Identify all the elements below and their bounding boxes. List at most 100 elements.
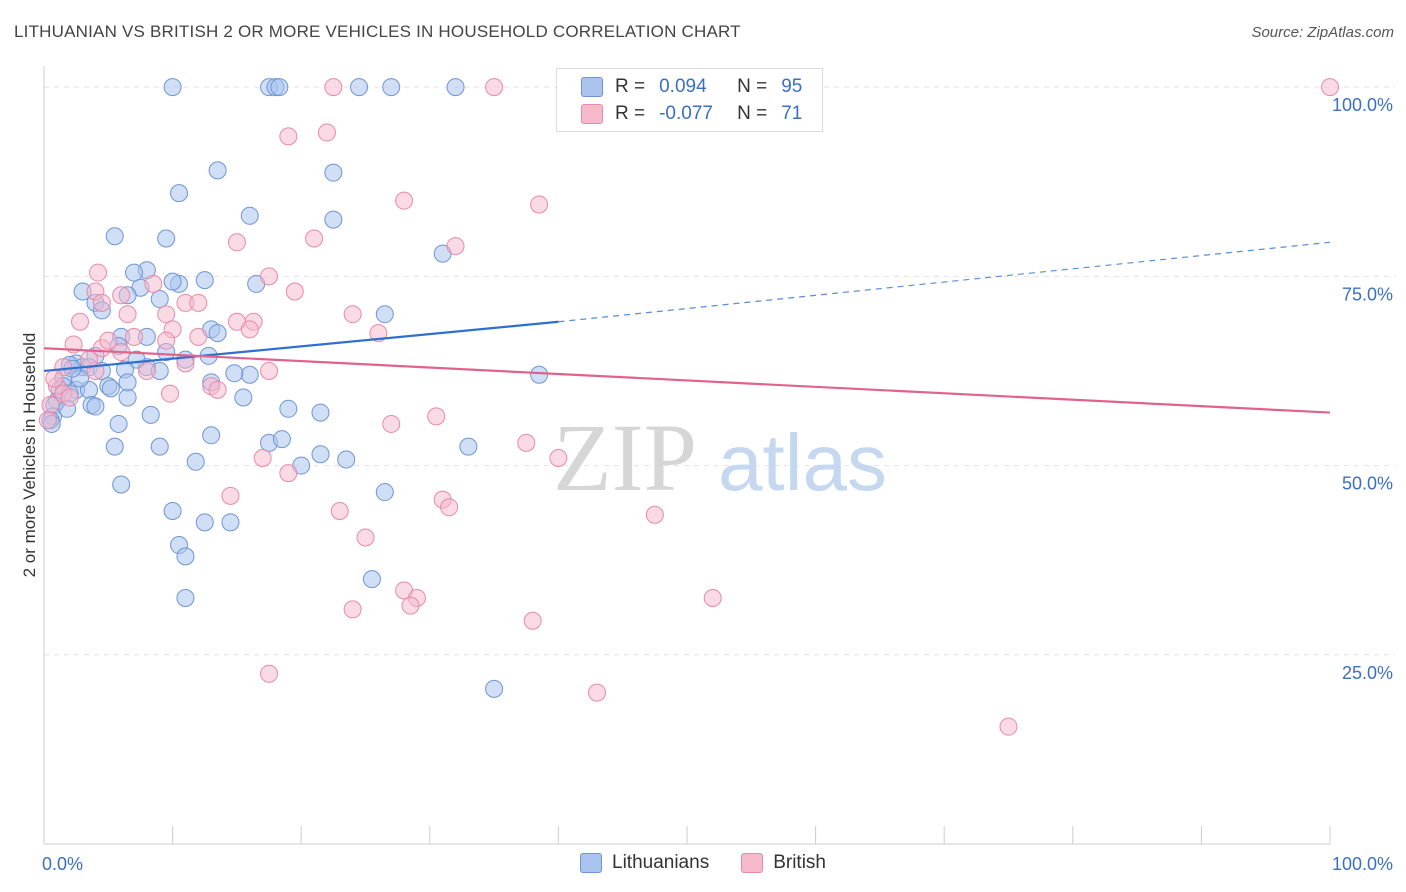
- british-point: [260, 361, 279, 380]
- british-point: [253, 449, 272, 467]
- lithuanian-point: [225, 364, 244, 383]
- lithuanian-point: [240, 365, 259, 384]
- watermark-atlas: atlas: [718, 418, 887, 507]
- stats-legend: R = 0.094 N = 95 R = -0.077 N = 71: [556, 68, 823, 132]
- y-tick-label: 75.0%: [1342, 284, 1393, 304]
- lithuanian-point: [324, 163, 343, 182]
- british-point: [221, 486, 240, 505]
- legend-r-value: 0.094: [659, 76, 707, 97]
- lithuanian-point: [163, 78, 182, 97]
- british-point: [60, 388, 79, 407]
- legend-item-british[interactable]: British: [741, 852, 826, 874]
- lithuanian-point: [382, 78, 401, 97]
- lithuanian-point: [176, 547, 195, 566]
- british-point: [382, 414, 401, 433]
- lithuanian-point: [350, 78, 369, 97]
- british-point: [1321, 78, 1339, 97]
- lithuanian-trend-extension: [558, 241, 1331, 323]
- british-point: [89, 263, 108, 282]
- lithuanian-point: [208, 161, 227, 180]
- lithuanian-point: [279, 399, 298, 418]
- british-point: [440, 498, 459, 517]
- x-tick-label: 100.0%: [1332, 854, 1393, 874]
- british-point: [356, 528, 375, 547]
- british-point: [369, 324, 388, 343]
- lithuanian-point: [195, 271, 214, 290]
- lithuanian-point: [101, 379, 120, 398]
- lithuanian-point: [112, 475, 131, 494]
- british-point: [401, 596, 420, 615]
- lithuanian-point: [150, 437, 169, 456]
- lithuanian-point: [105, 437, 124, 456]
- british-point: [41, 396, 60, 415]
- lithuanian-point: [270, 78, 289, 97]
- british-point: [279, 464, 298, 483]
- lithuanian-point: [446, 78, 465, 97]
- british-point: [285, 282, 304, 301]
- british-point: [157, 331, 176, 350]
- legend-r-value: -0.077: [659, 103, 713, 124]
- lithuanian-point: [127, 350, 146, 369]
- lithuanian-trend-line: [43, 320, 559, 373]
- legend-swatch-british: [741, 853, 764, 873]
- british-point: [485, 78, 504, 97]
- lithuanian-points: [41, 78, 549, 698]
- legend-swatch-british: [581, 104, 603, 124]
- british-point: [125, 327, 144, 346]
- legend-swatch-lithuanians: [581, 77, 603, 97]
- british-point: [395, 191, 414, 210]
- british-point: [227, 233, 246, 252]
- legend-n-value: 95: [781, 76, 803, 97]
- british-point: [330, 501, 349, 520]
- british-point: [208, 380, 227, 399]
- lithuanian-point: [324, 210, 343, 229]
- axes: [43, 66, 1331, 845]
- lithuanian-point: [311, 445, 330, 464]
- lithuanian-point: [186, 452, 205, 471]
- british-point: [703, 589, 722, 608]
- british-point: [137, 361, 156, 380]
- legend-n-label: N =: [737, 76, 768, 97]
- y-tick-label: 50.0%: [1342, 474, 1393, 494]
- lithuanian-point: [375, 305, 394, 324]
- lithuanian-point: [221, 513, 240, 532]
- british-point: [260, 267, 279, 286]
- legend-n-label: N =: [737, 103, 768, 124]
- british-point: [279, 127, 298, 146]
- lithuanian-point: [176, 589, 195, 608]
- legend-swatch-lithuanians: [580, 853, 602, 873]
- british-point: [645, 505, 664, 524]
- british-point: [157, 305, 176, 324]
- british-point: [99, 331, 118, 350]
- lithuanian-point: [170, 184, 189, 203]
- tick-labels: 25.0% 50.0% 75.0% 100.0% 0.0% 100.0%: [42, 95, 1393, 874]
- lithuanian-point: [459, 437, 478, 456]
- lithuanian-point: [272, 430, 291, 449]
- british-point: [45, 369, 64, 388]
- british-point: [161, 384, 180, 403]
- lithuanian-point: [208, 324, 227, 343]
- british-points: [38, 78, 1339, 736]
- legend-label-british: British: [773, 852, 826, 873]
- british-point: [343, 600, 362, 619]
- lithuanian-point: [362, 570, 381, 589]
- british-point: [118, 305, 137, 324]
- y-tick-label: 25.0%: [1342, 663, 1393, 683]
- legend-item-lithuanians[interactable]: Lithuanians: [580, 852, 709, 874]
- lithuanian-point: [86, 397, 105, 416]
- british-point: [305, 229, 324, 248]
- legend-r-label: R =: [615, 76, 646, 97]
- legend-n-value: 71: [781, 103, 803, 124]
- lithuanian-point: [105, 227, 124, 246]
- lithuanian-point: [141, 405, 160, 424]
- trend-lines: [43, 241, 1331, 414]
- british-point: [240, 320, 259, 339]
- british-point: [92, 293, 111, 312]
- legend-r-label: R =: [615, 103, 646, 124]
- british-point: [446, 237, 465, 256]
- lithuanian-point: [375, 483, 394, 502]
- lithuanian-point: [163, 501, 182, 520]
- lithuanian-point: [150, 290, 169, 309]
- lithuanian-point: [118, 388, 137, 407]
- chart-title: LITHUANIAN VS BRITISH 2 OR MORE VEHICLES…: [14, 22, 741, 41]
